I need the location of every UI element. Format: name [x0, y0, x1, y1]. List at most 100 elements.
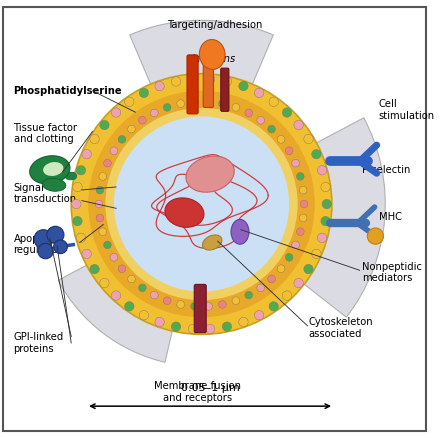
Circle shape	[100, 279, 109, 288]
Ellipse shape	[199, 39, 225, 70]
Circle shape	[188, 74, 198, 84]
Circle shape	[239, 317, 248, 327]
Circle shape	[171, 77, 181, 86]
Circle shape	[151, 109, 158, 117]
Circle shape	[111, 291, 121, 300]
Circle shape	[139, 117, 146, 124]
Circle shape	[218, 100, 226, 107]
Circle shape	[90, 265, 99, 274]
Circle shape	[304, 265, 313, 274]
Wedge shape	[202, 118, 385, 317]
Text: MHC: MHC	[379, 212, 402, 222]
Circle shape	[90, 134, 99, 144]
FancyBboxPatch shape	[3, 7, 426, 431]
Circle shape	[321, 216, 330, 226]
Circle shape	[282, 291, 291, 300]
Circle shape	[312, 149, 321, 159]
Text: Targeting/adhesion: Targeting/adhesion	[167, 20, 262, 30]
Text: Integrins: Integrins	[192, 54, 237, 64]
Circle shape	[124, 302, 134, 311]
Circle shape	[151, 291, 158, 299]
Circle shape	[269, 302, 279, 311]
Circle shape	[268, 125, 276, 133]
Circle shape	[73, 216, 82, 226]
Text: Membrane fusion
and receptors: Membrane fusion and receptors	[154, 381, 241, 403]
Circle shape	[367, 228, 384, 244]
Circle shape	[99, 228, 107, 236]
Circle shape	[294, 279, 303, 288]
Circle shape	[73, 182, 82, 192]
Circle shape	[317, 166, 327, 175]
Text: Apoptosis
regulation: Apoptosis regulation	[14, 234, 64, 255]
Circle shape	[96, 186, 104, 194]
Circle shape	[294, 120, 303, 130]
Circle shape	[104, 241, 111, 249]
Circle shape	[105, 108, 298, 300]
Circle shape	[205, 98, 212, 106]
Wedge shape	[58, 204, 202, 362]
Text: Cell
stimulation: Cell stimulation	[379, 99, 435, 121]
Wedge shape	[130, 20, 273, 204]
Ellipse shape	[43, 162, 63, 176]
Ellipse shape	[165, 198, 204, 227]
Text: Signal
transduction: Signal transduction	[14, 183, 77, 204]
Circle shape	[128, 275, 136, 283]
Circle shape	[155, 81, 164, 91]
FancyBboxPatch shape	[203, 59, 214, 107]
Circle shape	[218, 300, 226, 308]
Text: P-selectin: P-selectin	[362, 165, 410, 175]
Text: Tissue factor
and clotting: Tissue factor and clotting	[14, 123, 78, 145]
Circle shape	[322, 199, 331, 209]
Circle shape	[104, 159, 111, 167]
Circle shape	[269, 97, 279, 106]
Circle shape	[299, 186, 307, 194]
Ellipse shape	[43, 178, 66, 191]
Circle shape	[190, 98, 198, 106]
Circle shape	[54, 240, 67, 254]
Ellipse shape	[202, 235, 222, 250]
Circle shape	[163, 297, 171, 304]
Circle shape	[188, 324, 198, 334]
Circle shape	[110, 254, 118, 261]
Circle shape	[296, 173, 304, 180]
Circle shape	[139, 311, 149, 320]
Text: 0.05–1 μm: 0.05–1 μm	[181, 383, 240, 393]
Ellipse shape	[186, 156, 234, 192]
Circle shape	[76, 233, 85, 243]
Circle shape	[34, 230, 53, 248]
Circle shape	[300, 200, 308, 208]
Circle shape	[268, 275, 276, 283]
Circle shape	[47, 226, 64, 244]
Circle shape	[257, 117, 264, 124]
FancyBboxPatch shape	[194, 284, 206, 333]
Circle shape	[299, 214, 307, 222]
FancyBboxPatch shape	[221, 68, 229, 111]
Circle shape	[245, 109, 253, 117]
Circle shape	[100, 120, 109, 130]
Circle shape	[222, 77, 232, 86]
Text: GPI-linked
proteins: GPI-linked proteins	[14, 332, 64, 354]
Circle shape	[232, 297, 240, 304]
Circle shape	[239, 81, 248, 91]
Circle shape	[124, 97, 134, 106]
Circle shape	[111, 108, 121, 117]
Circle shape	[292, 241, 299, 249]
Circle shape	[96, 214, 104, 222]
Circle shape	[277, 135, 285, 143]
Circle shape	[285, 254, 293, 261]
Circle shape	[177, 100, 184, 107]
Text: Phosphatidylserine: Phosphatidylserine	[14, 86, 122, 96]
Circle shape	[205, 303, 212, 310]
Circle shape	[155, 317, 164, 327]
Circle shape	[245, 291, 253, 299]
Circle shape	[88, 91, 315, 317]
Ellipse shape	[30, 156, 70, 184]
Circle shape	[72, 199, 81, 209]
Circle shape	[177, 300, 184, 308]
Circle shape	[38, 244, 53, 259]
Circle shape	[118, 135, 126, 143]
Circle shape	[95, 200, 103, 208]
Text: Cytoskeleton
associated: Cytoskeleton associated	[308, 317, 373, 339]
Text: Nonpeptidic
mediators: Nonpeptidic mediators	[362, 261, 422, 283]
Circle shape	[304, 134, 313, 144]
